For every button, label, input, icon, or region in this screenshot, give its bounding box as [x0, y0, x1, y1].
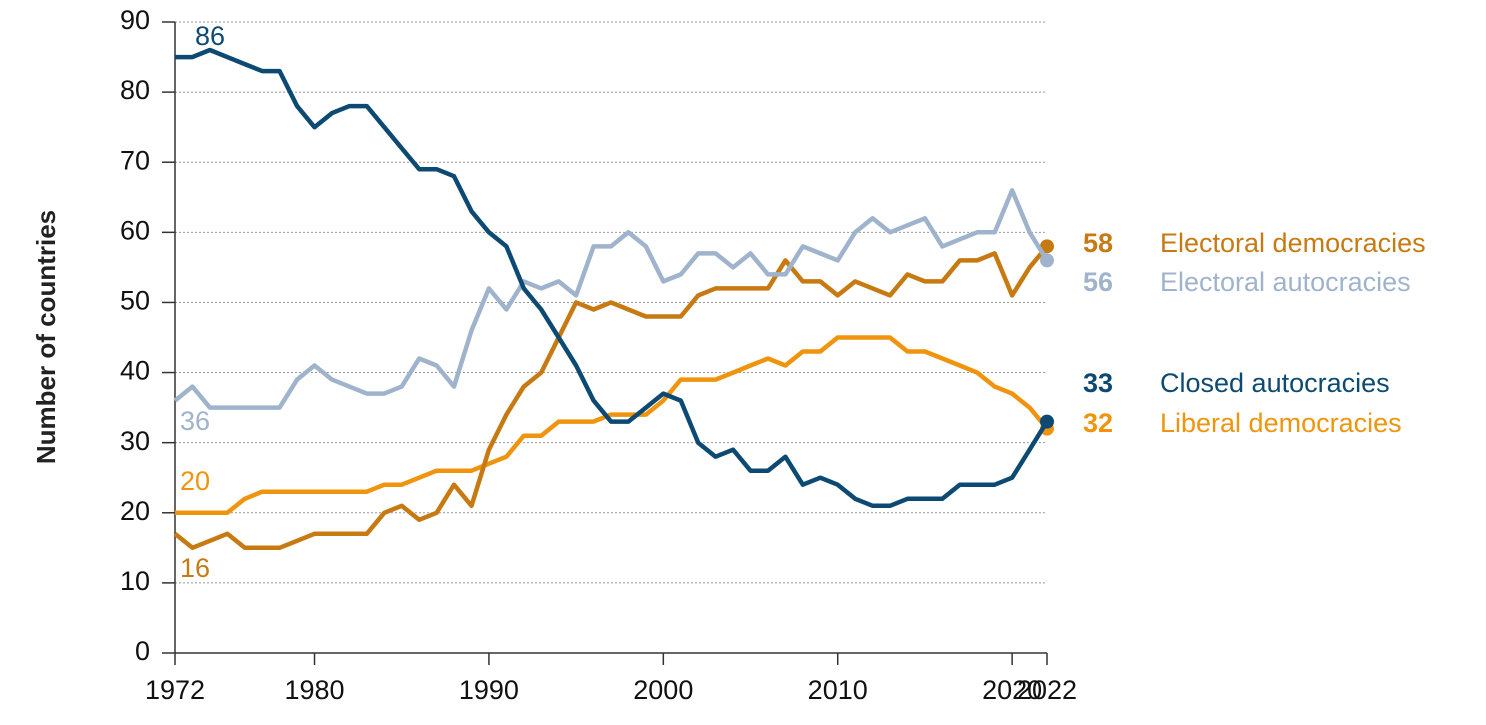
- y-tick-label: 60: [120, 215, 150, 245]
- end-marker: [1040, 253, 1054, 268]
- legend-entry: Electoral democracies: [1160, 228, 1426, 258]
- y-tick-label: 30: [120, 426, 150, 456]
- y-tick-label: 50: [120, 286, 150, 316]
- end-marker: [1040, 239, 1054, 254]
- y-tick-label: 90: [120, 5, 150, 35]
- x-tick-label: 1980: [284, 675, 344, 705]
- legend-entry: Electoral autocracies: [1160, 267, 1411, 297]
- y-tick-label: 40: [120, 356, 150, 386]
- x-tick-label: 2010: [808, 675, 868, 705]
- end-label-value: 32: [1083, 408, 1113, 438]
- y-tick-label: 80: [120, 75, 150, 105]
- start-label: 20: [180, 466, 210, 496]
- start-label: 16: [180, 553, 210, 583]
- start-label: 86: [195, 21, 225, 51]
- x-tick-label: 1990: [459, 675, 519, 705]
- x-tick-label: 2022: [1017, 675, 1077, 705]
- y-tick-label: 10: [120, 566, 150, 596]
- end-label-value: 58: [1083, 228, 1113, 258]
- x-tick-label: 2020: [982, 675, 1042, 705]
- end-label-value: 33: [1083, 368, 1113, 398]
- series-line: [173, 188, 1049, 410]
- start-label: 36: [180, 406, 210, 436]
- legend-entry: Closed autocracies: [1160, 368, 1390, 398]
- x-tick-label: 2000: [633, 675, 693, 705]
- y-tick-label: 20: [120, 496, 150, 526]
- series-line: [175, 47, 1049, 509]
- series-line: [173, 244, 1049, 551]
- x-tick-label: 1972: [145, 675, 205, 705]
- y-axis-label: Number of countries: [31, 210, 61, 464]
- legend-entry: Liberal democracies: [1160, 408, 1402, 438]
- end-label-value: 56: [1083, 267, 1113, 297]
- end-marker: [1040, 414, 1054, 429]
- series-line: [175, 335, 1049, 516]
- y-tick-label: 0: [135, 636, 150, 666]
- y-tick-label: 70: [120, 145, 150, 175]
